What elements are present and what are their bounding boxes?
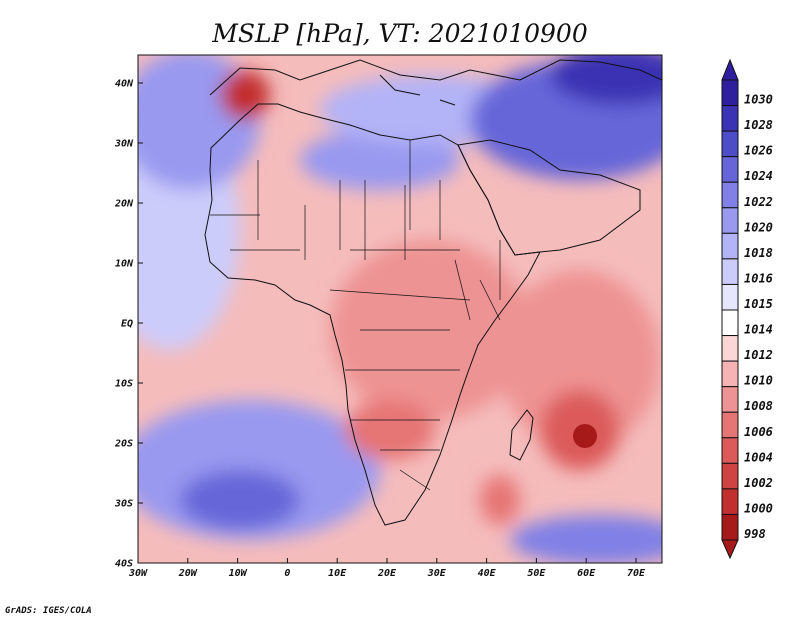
- pressure-field: [138, 55, 662, 563]
- colorbar-swatch: [721, 258, 739, 285]
- colorbar-swatch: [721, 488, 739, 515]
- y-tick-label: 10N: [115, 259, 134, 270]
- x-tick-label: 10W: [229, 568, 248, 579]
- low-pressure-region: [220, 70, 270, 120]
- colorbar-label: 1012: [744, 348, 773, 362]
- y-tick-label: 40S: [115, 559, 133, 570]
- low-pressure-region: [480, 475, 520, 525]
- arabia-outline: [457, 139, 641, 256]
- y-tick-label: 10S: [115, 379, 133, 390]
- colorbar-swatch: [721, 335, 739, 362]
- y-tick-label: 40N: [115, 79, 134, 90]
- africa-coastline: [204, 103, 541, 526]
- colorbar-label: 1004: [744, 450, 773, 464]
- x-tick-label: 50E: [527, 568, 546, 579]
- y-axis: 40S 30S 20S 10S EQ 10N 20N 30N 40N: [114, 79, 143, 570]
- colorbar-top-arrow: [721, 58, 739, 81]
- colorbar-swatch: [721, 181, 739, 209]
- y-tick-label: 30N: [114, 139, 134, 150]
- low-pressure-region: [500, 270, 660, 450]
- colorbar-swatch: [721, 232, 739, 260]
- grads-credit: GrADS: IGES/COLA: [5, 606, 92, 616]
- colorbar-swatch: [721, 207, 739, 234]
- high-pressure-region: [550, 55, 662, 105]
- colorbar-label: 1015: [744, 297, 773, 311]
- colorbar-swatch: [721, 462, 739, 490]
- colorbar-swatch: [721, 437, 739, 464]
- madagascar-outline: [509, 409, 534, 461]
- colorbar-label: 1030: [744, 93, 773, 107]
- colorbar-swatch: [721, 411, 739, 439]
- colorbar-label: 1020: [744, 220, 773, 234]
- colorbar-label: 1006: [744, 425, 773, 439]
- x-tick-label: 20E: [377, 568, 397, 579]
- y-tick-label: 20S: [114, 439, 133, 450]
- x-tick-label: 70E: [627, 568, 646, 579]
- colorbar-label: 1026: [744, 144, 773, 158]
- high-pressure-region: [300, 130, 460, 190]
- high-pressure-region: [510, 515, 662, 563]
- mediterranean-islands: [379, 74, 456, 106]
- colorbar-label: 1010: [744, 374, 773, 388]
- colorbar-swatch: [721, 309, 739, 337]
- colorbar-swatch: [721, 156, 739, 183]
- colorbar-label: 998: [744, 527, 766, 541]
- colorbar-label: 1022: [744, 195, 773, 209]
- y-tick-label: 20N: [114, 199, 134, 210]
- colorbar-label: 1002: [744, 476, 773, 490]
- colorbar-label: 1000: [744, 501, 773, 515]
- x-tick-label: 30W: [128, 568, 148, 579]
- y-tick-label: 30S: [114, 499, 133, 510]
- pressure-minimum-marker: [573, 424, 597, 448]
- colorbar-bottom-arrow: [721, 539, 739, 560]
- x-tick-label: 30E: [427, 568, 447, 579]
- x-tick-label: 40E: [478, 568, 497, 579]
- europe-coast: [209, 59, 662, 96]
- colorbar-label: 1008: [744, 399, 773, 413]
- colorbar-label: 1018: [744, 246, 773, 260]
- colorbar-label: 1028: [744, 118, 773, 132]
- colorbar-swatch: [721, 386, 739, 413]
- border-line: [210, 140, 501, 491]
- colorbar-label: 1014: [744, 323, 773, 337]
- x-tick-label: 60E: [577, 568, 596, 579]
- map-title: MSLP [hPa], VT: 2021010900: [211, 19, 588, 48]
- colorbar-swatch: [721, 79, 739, 107]
- colorbar-swatch: [721, 130, 739, 158]
- plot-frame: [137, 54, 663, 564]
- high-pressure-region: [180, 470, 300, 530]
- x-tick-label: 0: [284, 568, 290, 579]
- colorbar-swatch: [721, 105, 739, 132]
- colorbar-label: 1016: [744, 271, 773, 285]
- colorbar-swatch: [721, 360, 739, 388]
- colorbar: 1030 1028 1026 1024 1022 1020 1018 1016 1015 1014…: [721, 58, 773, 560]
- x-tick-label: 20W: [178, 568, 198, 579]
- colorbar-swatch: [721, 513, 739, 541]
- x-axis: 30W 20W 10W 0 10E 20E 30E 40E 50E 60E 70E: [128, 558, 646, 579]
- x-tick-label: 10E: [328, 568, 347, 579]
- colorbar-swatch: [721, 283, 739, 311]
- coastlines: [204, 59, 662, 526]
- country-borders: [210, 140, 501, 491]
- low-pressure-region: [345, 400, 435, 460]
- y-tick-label: EQ: [121, 319, 133, 330]
- colorbar-label: 1024: [744, 169, 773, 183]
